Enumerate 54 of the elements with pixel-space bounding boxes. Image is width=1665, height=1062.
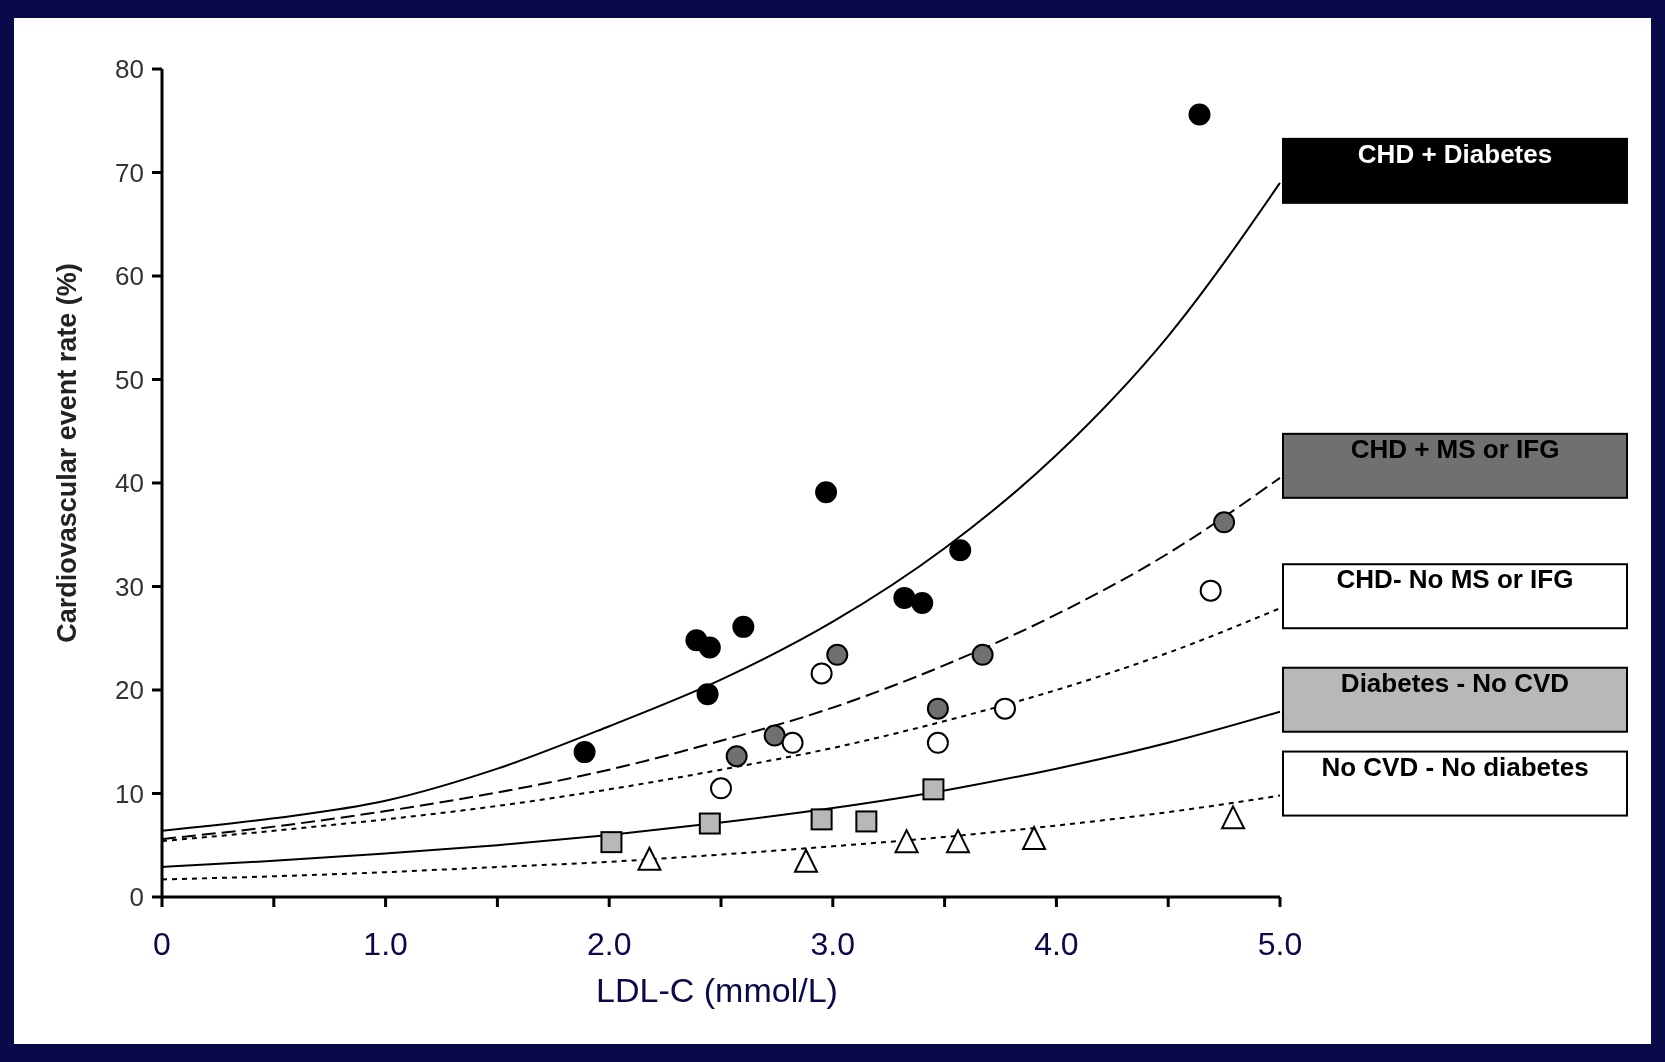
point bbox=[1221, 805, 1246, 830]
y-tick-label: 60 bbox=[115, 261, 144, 291]
x-tick-label: 5.0 bbox=[1257, 926, 1303, 962]
point bbox=[1022, 826, 1047, 851]
point bbox=[1199, 579, 1222, 602]
point bbox=[815, 481, 838, 504]
y-tick-label: 0 bbox=[129, 882, 144, 912]
point bbox=[573, 741, 596, 764]
text: CHD + Diabetes bbox=[1357, 138, 1553, 169]
text: CHD + MS or IFG bbox=[1350, 433, 1560, 464]
text: No CVD - No diabetes bbox=[1321, 751, 1589, 782]
point bbox=[911, 592, 934, 615]
point bbox=[698, 812, 721, 835]
point bbox=[698, 636, 721, 659]
point bbox=[1188, 103, 1211, 126]
x-axis-title: LDL-C (mmol/L) bbox=[596, 971, 838, 1009]
y-tick-label: 20 bbox=[115, 675, 144, 705]
point bbox=[781, 731, 804, 754]
point bbox=[926, 731, 949, 754]
x-tick-label: 2.0 bbox=[586, 926, 632, 962]
point bbox=[725, 745, 748, 768]
x-tick-label: 0 bbox=[153, 926, 171, 962]
x-tick-label: 1.0 bbox=[363, 926, 408, 962]
point bbox=[793, 848, 818, 873]
point bbox=[732, 615, 755, 638]
point bbox=[894, 829, 919, 854]
y-axis-title: Cardiovascular event rate (%) bbox=[52, 263, 82, 643]
point bbox=[949, 539, 972, 562]
point bbox=[946, 829, 971, 854]
point bbox=[826, 643, 849, 666]
point bbox=[971, 643, 994, 666]
text: CHD- No MS or IFG bbox=[1336, 564, 1574, 595]
point bbox=[1213, 511, 1236, 534]
x-tick-label: 3.0 bbox=[810, 926, 856, 962]
y-tick-label: 80 bbox=[115, 54, 144, 84]
point bbox=[893, 586, 916, 609]
y-tick-label: 50 bbox=[115, 364, 144, 395]
point bbox=[600, 831, 623, 854]
point bbox=[810, 808, 833, 831]
point bbox=[993, 697, 1016, 720]
y-tick-label: 30 bbox=[115, 571, 144, 602]
point bbox=[710, 777, 732, 800]
point bbox=[922, 778, 945, 801]
y-tick-label: 40 bbox=[115, 468, 144, 498]
y-tick-label: 70 bbox=[115, 157, 144, 188]
point bbox=[763, 724, 786, 747]
text: Diabetes - No CVD bbox=[1340, 667, 1570, 698]
point bbox=[855, 810, 878, 833]
x-tick-label: 4.0 bbox=[1034, 926, 1079, 962]
point bbox=[810, 662, 833, 685]
point bbox=[926, 697, 949, 720]
point bbox=[637, 846, 662, 871]
point bbox=[696, 683, 719, 706]
y-tick-label: 10 bbox=[115, 778, 144, 809]
